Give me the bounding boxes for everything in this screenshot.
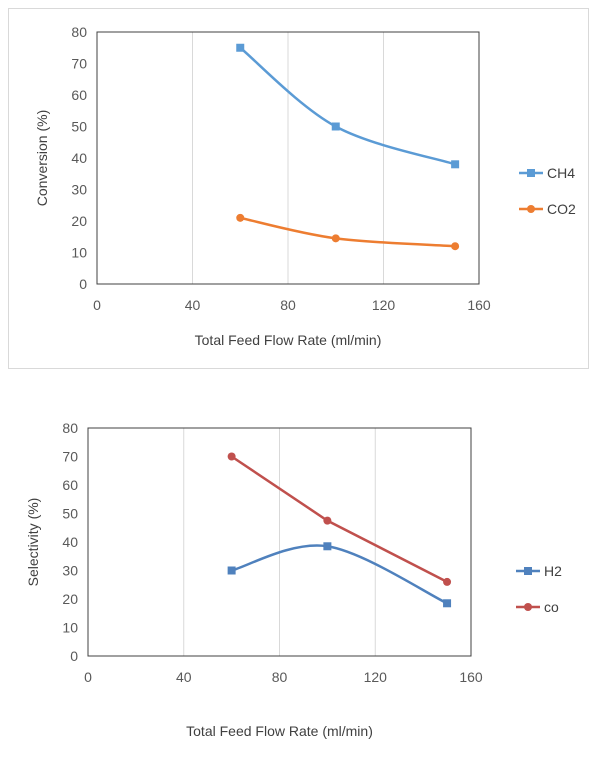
co2-data-point (451, 242, 460, 251)
x-tick-label: 80 (280, 297, 296, 313)
y-tick-label: 40 (62, 534, 78, 550)
y-tick-label: 80 (71, 24, 87, 40)
legend-co-marker (524, 603, 532, 611)
legend-co-label: co (544, 599, 559, 615)
co-data-point (227, 452, 236, 461)
legend-co2-label: CO2 (547, 201, 576, 217)
x-axis-title: Total Feed Flow Rate (ml/min) (186, 723, 373, 739)
x-tick-label: 0 (84, 669, 92, 685)
co-series-line (230, 455, 448, 584)
y-tick-label: 40 (71, 150, 87, 166)
y-tick-label: 10 (71, 245, 87, 261)
y-tick-label: 70 (62, 449, 78, 465)
co2-series-line (239, 216, 456, 248)
h2-series-line (231, 544, 448, 605)
x-tick-label: 80 (272, 669, 288, 685)
co-data-point (323, 516, 332, 525)
y-axis-title: Selectivity (%) (25, 498, 41, 587)
h2-data-point (323, 542, 332, 551)
y-tick-label: 0 (79, 276, 87, 292)
legend-h2-marker (524, 567, 532, 575)
ch4-series-line (239, 46, 456, 166)
y-tick-label: 10 (62, 620, 78, 636)
x-tick-label: 160 (459, 669, 483, 685)
x-tick-label: 40 (185, 297, 201, 313)
y-tick-label: 30 (62, 563, 78, 579)
conversion-chart-panel: 0 40 80 120 160 0 10 20 30 40 50 60 70 80 Total Feed F… (8, 8, 589, 369)
x-axis-title: Total Feed Flow Rate (ml/min) (195, 332, 382, 348)
legend-co2-marker (527, 205, 535, 213)
ch4-data-point (236, 43, 245, 52)
legend-ch4-label: CH4 (547, 165, 575, 181)
legend-ch4-marker (527, 169, 535, 177)
y-tick-label: 60 (71, 87, 87, 103)
y-tick-label: 50 (62, 506, 78, 522)
co-data-point (443, 577, 452, 586)
co2-data-point (331, 234, 340, 243)
plot-area-border (96, 31, 480, 285)
y-tick-label: 80 (62, 420, 78, 436)
x-tick-label: 120 (372, 297, 396, 313)
y-tick-label: 50 (71, 119, 87, 135)
y-tick-label: 20 (62, 591, 78, 607)
conversion-chart: 0 40 80 120 160 0 10 20 30 40 50 60 70 80 Total Feed F… (34, 24, 576, 348)
ch4-data-point (451, 160, 460, 169)
x-tick-label: 160 (467, 297, 491, 313)
y-tick-label: 30 (71, 182, 87, 198)
y-tick-label: 0 (70, 648, 78, 664)
selectivity-chart-panel: 0 40 80 120 160 0 10 20 30 40 50 60 70 80 Total Feed F… (8, 410, 589, 755)
selectivity-chart: 0 40 80 120 160 0 10 20 30 40 50 60 70 80 Total Feed F… (25, 420, 562, 739)
y-tick-label: 70 (71, 56, 87, 72)
x-tick-label: 120 (364, 669, 388, 685)
h2-data-point (227, 566, 236, 575)
co2-data-point (236, 213, 245, 222)
plot-area-border (87, 427, 472, 657)
y-tick-label: 60 (62, 477, 78, 493)
y-axis-title: Conversion (%) (34, 110, 50, 206)
y-tick-label: 20 (71, 213, 87, 229)
x-tick-label: 0 (93, 297, 101, 313)
h2-data-point (443, 599, 452, 608)
ch4-data-point (331, 122, 340, 131)
x-tick-label: 40 (176, 669, 192, 685)
legend-h2-label: H2 (544, 563, 562, 579)
